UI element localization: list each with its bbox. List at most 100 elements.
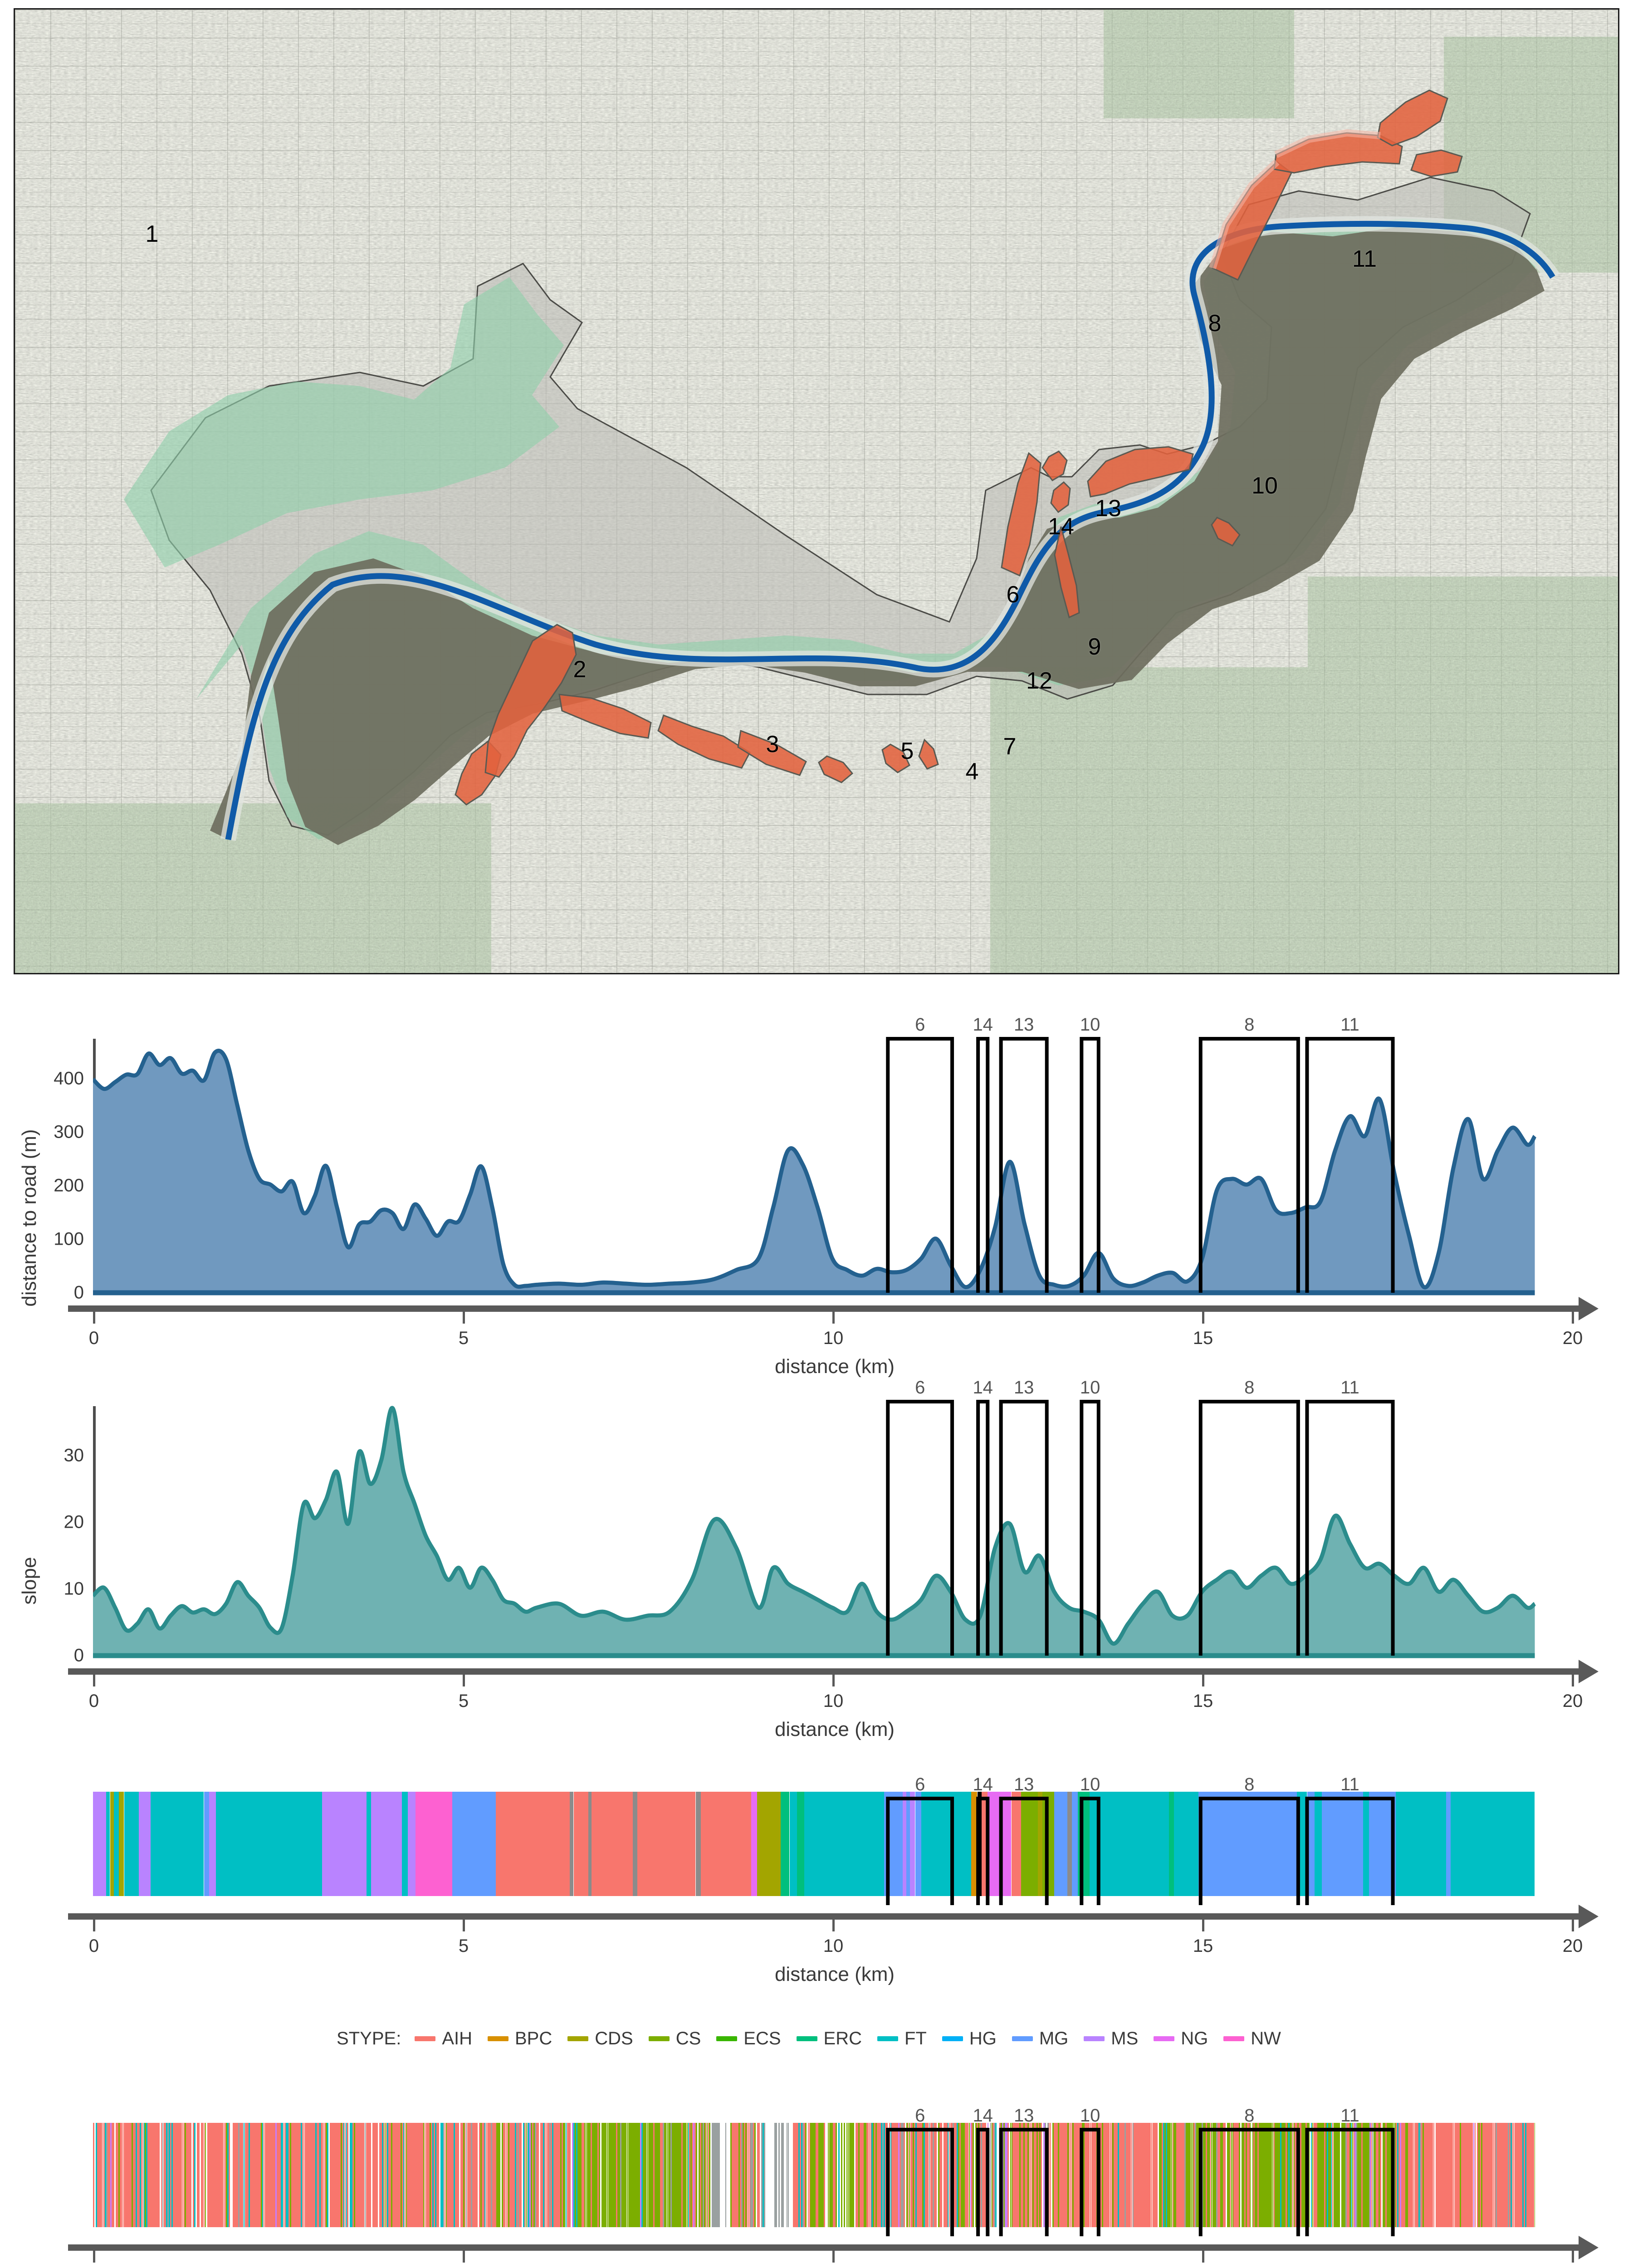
vegetation-segment [119, 2123, 121, 2227]
vegetation-segment [444, 2123, 446, 2227]
vegetation-segment [1048, 2123, 1050, 2227]
vegetation-segment [786, 2123, 788, 2227]
vegetation-segment [223, 2123, 225, 2227]
aerial-map-panel[interactable]: 1 2 3 4 5 6 7 8 9 10 11 12 13 14 1 [14, 8, 1619, 974]
vegetation-segment [1480, 2123, 1481, 2227]
vegetation-segment [1169, 2123, 1171, 2227]
vegetation-segment [469, 2123, 471, 2227]
slope-chart[interactable]: slope 0 10 20 30 6 14 13 10 8 11 0 5 10 15 20… [0, 1378, 1633, 1746]
stype-legend-item-nw[interactable]: NW [1223, 2028, 1281, 2049]
vegetation-segment [327, 2123, 329, 2227]
vegetation-segment [1465, 2123, 1467, 2227]
vegetation-segment [615, 2123, 616, 2227]
vegetation-segment [672, 2123, 674, 2227]
vegetation-segment [524, 2123, 526, 2227]
vegetation-segment [987, 2123, 989, 2227]
vegetation-segment [632, 2123, 634, 2227]
x-tick-0-c1: 0 [88, 1328, 99, 1348]
map-site-label-8: 8 [1208, 310, 1222, 337]
vegetation-segment [213, 2123, 214, 2227]
vegetation-segment [414, 2123, 415, 2227]
vegetation-segment [935, 2123, 937, 2227]
stype-legend-item-ft[interactable]: FT [877, 2028, 927, 2049]
stype-legend-item-bpc[interactable]: BPC [488, 2028, 552, 2049]
x-tick-mark-15-c2 [1202, 1675, 1204, 1686]
x-tick-mark-20-c2 [1572, 1675, 1574, 1686]
vegetation-segment [267, 2123, 269, 2227]
stype-strip[interactable] [68, 1792, 1572, 1896]
vegetation-segment [1128, 2123, 1130, 2227]
vegetation-segment [479, 2123, 480, 2227]
stype-legend-item-mg[interactable]: MG [1012, 2028, 1068, 2049]
x-tick-0-c2: 0 [88, 1691, 99, 1711]
stype-legend-item-ecs[interactable]: ECS [716, 2028, 781, 2049]
vegetation-segment [1162, 2123, 1163, 2227]
vegetation-segment [411, 2123, 413, 2227]
vegetation-segment [1524, 2123, 1525, 2227]
slope-area [93, 1406, 1536, 1658]
x-axis-title-3: distance (km) [774, 1963, 895, 1985]
vegetation-segment [694, 2123, 696, 2227]
vegetation-segment [484, 2123, 486, 2227]
vegetation-segment [573, 2123, 575, 2227]
vegetation-segment [730, 2123, 732, 2227]
stype-legend[interactable]: STYPE: AIH BPC CDS CS ECS ERC FT HG MG MS NG NW [0, 2028, 1633, 2049]
vegetation-segment [1116, 2123, 1118, 2227]
stype-legend-item-ng[interactable]: NG [1154, 2028, 1208, 2049]
vegetation-segment [203, 2123, 205, 2227]
vegetation-segment [179, 2123, 181, 2227]
vegetation-segment [1498, 2123, 1500, 2227]
vegetation-segment [125, 2123, 127, 2227]
vegetation-segment [461, 2123, 463, 2227]
vegetation-segment [822, 2123, 824, 2227]
x-tick-5-c3: 5 [458, 1936, 469, 1956]
vegetation-segment [126, 2123, 128, 2227]
vegetation-segment [109, 2123, 111, 2227]
vegetation-segment [1123, 2123, 1125, 2227]
vegetation-segment [187, 2123, 189, 2227]
stype-legend-item-aih[interactable]: AIH [415, 2028, 472, 2049]
stype-segment [982, 1792, 988, 1896]
vegetation-segment [1132, 2123, 1134, 2227]
vegetation-segment [1058, 2123, 1060, 2227]
vegetation-segment [386, 2123, 387, 2227]
vegetation-segment [1066, 2123, 1067, 2227]
stype-legend-item-erc[interactable]: ERC [796, 2028, 862, 2049]
stype-legend-item-hg[interactable]: HG [942, 2028, 997, 2049]
vegetation-segment [497, 2123, 499, 2227]
vegetation-segment [551, 2123, 552, 2227]
stype-legend-item-cs[interactable]: CS [648, 2028, 701, 2049]
stype-legend-item-label: FT [904, 2028, 927, 2048]
vegetation-segment [602, 2123, 604, 2227]
stype-strip-panel[interactable]: 6 14 13 10 8 11 0 5 10 15 20 distance (km) [0, 1737, 1633, 1991]
vegetation-strip[interactable] [68, 2123, 1572, 2227]
vegetation-segment [883, 2123, 885, 2227]
map-site-label-1: 1 [145, 221, 159, 247]
y-tick-200-c1: 200 [54, 1175, 84, 1196]
vegetation-segment [843, 2123, 845, 2227]
x-tick-10-c1: 10 [823, 1328, 844, 1348]
vegetation-segment [256, 2123, 258, 2227]
stype-legend-item-cds[interactable]: CDS [567, 2028, 633, 2049]
vegetation-segment [1239, 2123, 1241, 2227]
vegetation-segment [251, 2123, 253, 2227]
stype-legend-item-ms[interactable]: MS [1084, 2028, 1138, 2049]
stype-segment [93, 1792, 107, 1896]
vegetation-segment [604, 2123, 606, 2227]
vegetation-segment [1143, 2123, 1144, 2227]
vegetation-segment [481, 2123, 483, 2227]
vegetation-segment [1437, 2123, 1439, 2227]
vegetation-segment [501, 2123, 503, 2227]
vegetation-segment [210, 2123, 212, 2227]
vegetation-segment [320, 2123, 322, 2227]
distance-to-road-chart[interactable]: distance to road (m) 0 100 200 300 400 6… [0, 1015, 1633, 1383]
vegetation-segment [628, 2123, 630, 2227]
vegetation-segment [388, 2123, 390, 2227]
vegetation-segment [448, 2123, 450, 2227]
vegetation-segment [344, 2123, 346, 2227]
vegetation-segment [1442, 2123, 1444, 2227]
vegetation-segment [699, 2123, 701, 2227]
vegetation-segment [817, 2123, 818, 2227]
vegetation-segment [1104, 2123, 1106, 2227]
